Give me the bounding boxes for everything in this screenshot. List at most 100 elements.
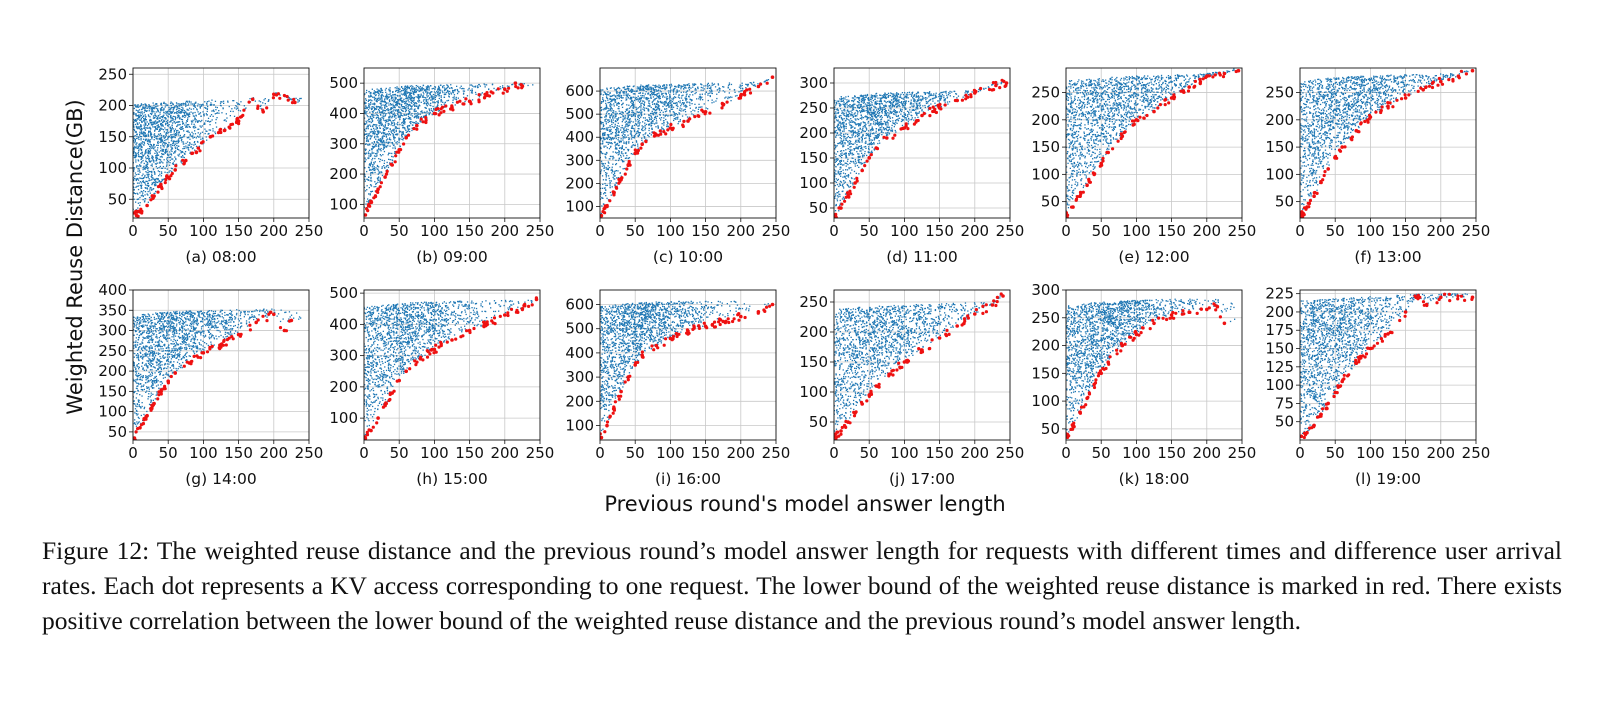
data-point xyxy=(685,87,687,89)
data-point xyxy=(641,102,643,104)
data-point xyxy=(617,130,620,132)
data-point xyxy=(652,84,654,86)
data-point xyxy=(411,96,413,98)
data-point xyxy=(613,110,615,112)
data-point xyxy=(661,94,663,96)
data-point xyxy=(137,168,139,170)
data-point xyxy=(382,131,384,133)
data-point xyxy=(727,96,729,98)
data-point xyxy=(644,93,646,95)
data-point xyxy=(385,119,387,121)
data-point xyxy=(189,151,191,153)
data-point xyxy=(383,112,386,114)
data-point xyxy=(609,187,611,189)
data-point xyxy=(457,97,459,99)
data-point xyxy=(604,100,607,102)
data-point xyxy=(364,101,366,103)
data-point xyxy=(617,102,620,104)
data-point xyxy=(385,113,387,115)
data-point xyxy=(452,90,454,92)
data-point xyxy=(426,96,428,98)
lower-bound-point xyxy=(293,100,297,105)
data-point xyxy=(426,110,428,112)
data-point xyxy=(157,154,160,156)
data-point xyxy=(133,119,136,121)
data-point xyxy=(374,98,376,100)
data-point xyxy=(655,116,657,119)
data-point xyxy=(431,114,433,116)
data-point xyxy=(620,116,622,118)
y-tick-label: 100 xyxy=(565,197,594,215)
data-point xyxy=(370,191,372,193)
data-point xyxy=(619,147,621,149)
data-point xyxy=(645,123,648,126)
data-point xyxy=(162,150,164,152)
data-point xyxy=(604,120,606,122)
data-point xyxy=(233,115,236,117)
data-point xyxy=(147,182,149,184)
data-point xyxy=(452,99,454,101)
data-point xyxy=(148,196,151,199)
data-point xyxy=(238,103,241,105)
data-point xyxy=(411,124,414,126)
data-point xyxy=(427,92,429,94)
data-point xyxy=(633,129,636,132)
data-point xyxy=(174,156,176,158)
data-point xyxy=(666,121,668,123)
data-point xyxy=(473,86,475,88)
data-point xyxy=(175,105,177,107)
lower-bound-points xyxy=(133,92,297,218)
data-point xyxy=(140,148,143,151)
data-point xyxy=(613,172,616,175)
data-point xyxy=(166,159,169,162)
data-point xyxy=(374,114,376,116)
data-point xyxy=(155,128,157,130)
data-point xyxy=(618,106,620,108)
data-point xyxy=(409,85,411,87)
data-point xyxy=(678,84,680,86)
data-point xyxy=(610,139,612,141)
data-point xyxy=(135,186,137,188)
data-point xyxy=(207,120,209,122)
data-point xyxy=(197,120,199,122)
data-point xyxy=(380,96,382,98)
data-point xyxy=(401,101,403,103)
data-point xyxy=(678,109,681,111)
data-point xyxy=(376,114,379,116)
data-point xyxy=(140,135,142,138)
data-point xyxy=(600,171,602,173)
lower-bound-point xyxy=(237,122,241,126)
data-point xyxy=(185,125,187,127)
data-point xyxy=(610,169,612,171)
data-point xyxy=(628,121,630,123)
data-point xyxy=(169,129,172,132)
data-point xyxy=(193,123,195,125)
data-point xyxy=(629,119,631,121)
data-point xyxy=(140,114,143,117)
data-point xyxy=(165,151,167,153)
data-point xyxy=(146,161,149,164)
data-point xyxy=(149,148,151,150)
data-point xyxy=(670,102,672,104)
data-point xyxy=(405,131,407,133)
data-point xyxy=(174,128,177,130)
data-point xyxy=(143,117,145,120)
data-point xyxy=(172,162,174,164)
data-point xyxy=(136,182,139,184)
data-point xyxy=(630,120,632,122)
data-point xyxy=(396,89,398,92)
data-point xyxy=(364,133,366,135)
data-point xyxy=(377,138,380,140)
data-point xyxy=(406,90,408,92)
data-point xyxy=(627,150,629,152)
data-point xyxy=(612,193,614,195)
data-point xyxy=(182,151,184,153)
data-point xyxy=(663,85,665,87)
data-point xyxy=(407,126,409,128)
data-point xyxy=(144,200,146,202)
data-point xyxy=(695,89,697,91)
data-point xyxy=(180,118,183,120)
data-point xyxy=(154,126,156,128)
data-point xyxy=(632,112,634,114)
data-point xyxy=(171,135,173,138)
